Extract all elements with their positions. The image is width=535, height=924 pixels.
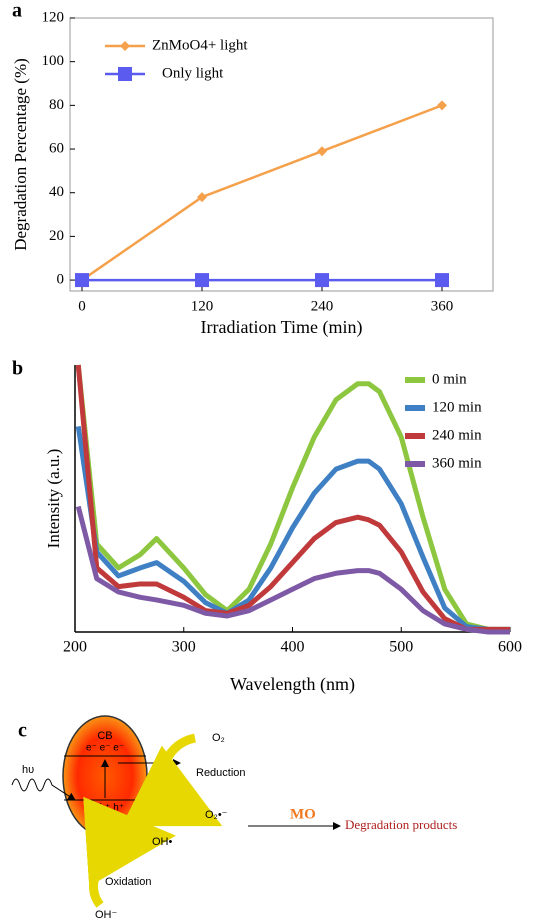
legend-label: 0 min	[432, 371, 467, 387]
series-line	[75, 505, 510, 635]
x-tick-label: 500	[389, 639, 413, 656]
series-line	[81, 104, 443, 282]
y-tick-label: 100	[42, 53, 65, 69]
plot-frame	[69, 17, 494, 292]
panel-label: c	[18, 720, 27, 742]
light-label: hυ	[22, 764, 34, 776]
y-tick-label: 120	[42, 9, 65, 25]
legend-label: 360 min	[432, 455, 482, 471]
series-line	[75, 426, 510, 632]
hydroxide: OH⁻	[95, 909, 118, 921]
y-tick-label: 0	[57, 272, 65, 288]
diagram: c CB e⁻ e⁻ e⁻ h⁺ h⁺ h⁺ VB hυ O₂ Reductio…	[11, 715, 457, 921]
products: Degradation products	[345, 817, 457, 832]
y-axis-title: Intensity (a.u.)	[44, 449, 63, 549]
legend-label: ZnMoO4+ light	[152, 37, 248, 53]
x-tick-label: 0	[78, 298, 86, 314]
legend-label: 120 min	[432, 399, 482, 415]
legend-label: 240 min	[432, 427, 482, 443]
marker	[120, 41, 130, 51]
electrons: e⁻ e⁻ e⁻	[86, 743, 124, 754]
legend-label: Only light	[162, 65, 224, 81]
panel-label: b	[12, 358, 23, 380]
x-tick-label: 400	[281, 639, 305, 656]
reduction: Reduction	[196, 767, 246, 779]
x-tick-label: 300	[172, 639, 196, 656]
superoxide: O₂•⁻	[205, 809, 228, 821]
marker	[317, 146, 327, 157]
y-tick-label: 60	[49, 140, 64, 156]
pollutant: MO	[290, 806, 316, 822]
panel-label: a	[12, 0, 22, 22]
marker	[75, 273, 89, 288]
marker	[437, 100, 447, 111]
holes: h⁺ h⁺ h⁺	[86, 803, 124, 814]
x-tick-label: 120	[191, 298, 214, 314]
series-line	[75, 364, 510, 632]
marker	[195, 273, 209, 288]
oxidation-arrow	[83, 796, 176, 908]
series-line	[75, 364, 510, 632]
marker	[435, 273, 449, 288]
light-wave	[11, 778, 76, 801]
o2: O₂	[212, 732, 225, 744]
y-tick-label: 80	[49, 97, 64, 113]
y-tick-label: 40	[49, 184, 64, 200]
marker	[315, 273, 329, 288]
x-tick-label: 600	[498, 639, 522, 656]
marker	[118, 67, 132, 81]
x-tick-label: 200	[63, 639, 87, 656]
marker	[197, 192, 207, 203]
cb-label: CB	[97, 730, 112, 742]
x-axis-title: Irradiation Time (min)	[201, 317, 363, 338]
x-tick-label: 240	[311, 298, 334, 314]
x-tick-label: 360	[431, 298, 454, 314]
y-axis-title: Degradation Percentage (%)	[11, 58, 30, 251]
vb-label: VB	[98, 814, 113, 826]
oxidation: Oxidation	[105, 876, 151, 888]
hydroxyl-radical: OH•	[152, 836, 173, 848]
reduction-arrow	[121, 733, 223, 827]
x-axis-title: Wavelength (nm)	[230, 674, 355, 695]
y-tick-label: 20	[49, 228, 64, 244]
